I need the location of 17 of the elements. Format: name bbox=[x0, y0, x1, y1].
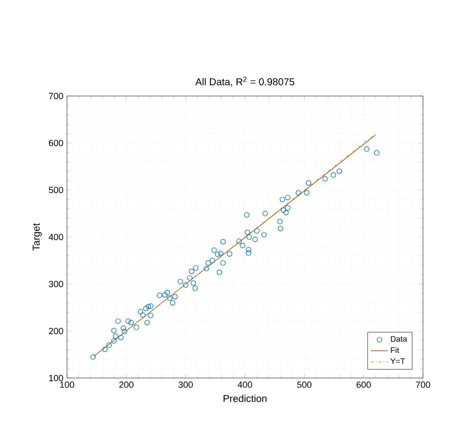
y-tick-label: 600 bbox=[48, 140, 64, 146]
y-tick-label: 300 bbox=[48, 280, 64, 288]
x-tick-label: 600 bbox=[356, 382, 371, 388]
x-axis-title: Prediction bbox=[224, 394, 266, 402]
x-tick-label: 500 bbox=[297, 382, 312, 388]
y-tick-label: 100 bbox=[49, 374, 64, 382]
x-tick-label: 300 bbox=[178, 382, 193, 388]
x-tick-label: 200 bbox=[119, 382, 134, 388]
y-tick-label: 400 bbox=[48, 234, 64, 240]
x-tick-label: 400 bbox=[238, 382, 252, 388]
chart-title: All Data, R$^{2}$ = 0.98075 bbox=[195, 76, 294, 87]
y-tick-label: 200 bbox=[48, 328, 64, 334]
y-tick-label: 700 bbox=[48, 92, 64, 100]
x-tick-label: 100 bbox=[60, 382, 74, 388]
x-tick-label: 700 bbox=[416, 382, 430, 388]
y-tick-label: 500 bbox=[48, 186, 64, 194]
y-axis-title: Target bbox=[32, 223, 42, 251]
